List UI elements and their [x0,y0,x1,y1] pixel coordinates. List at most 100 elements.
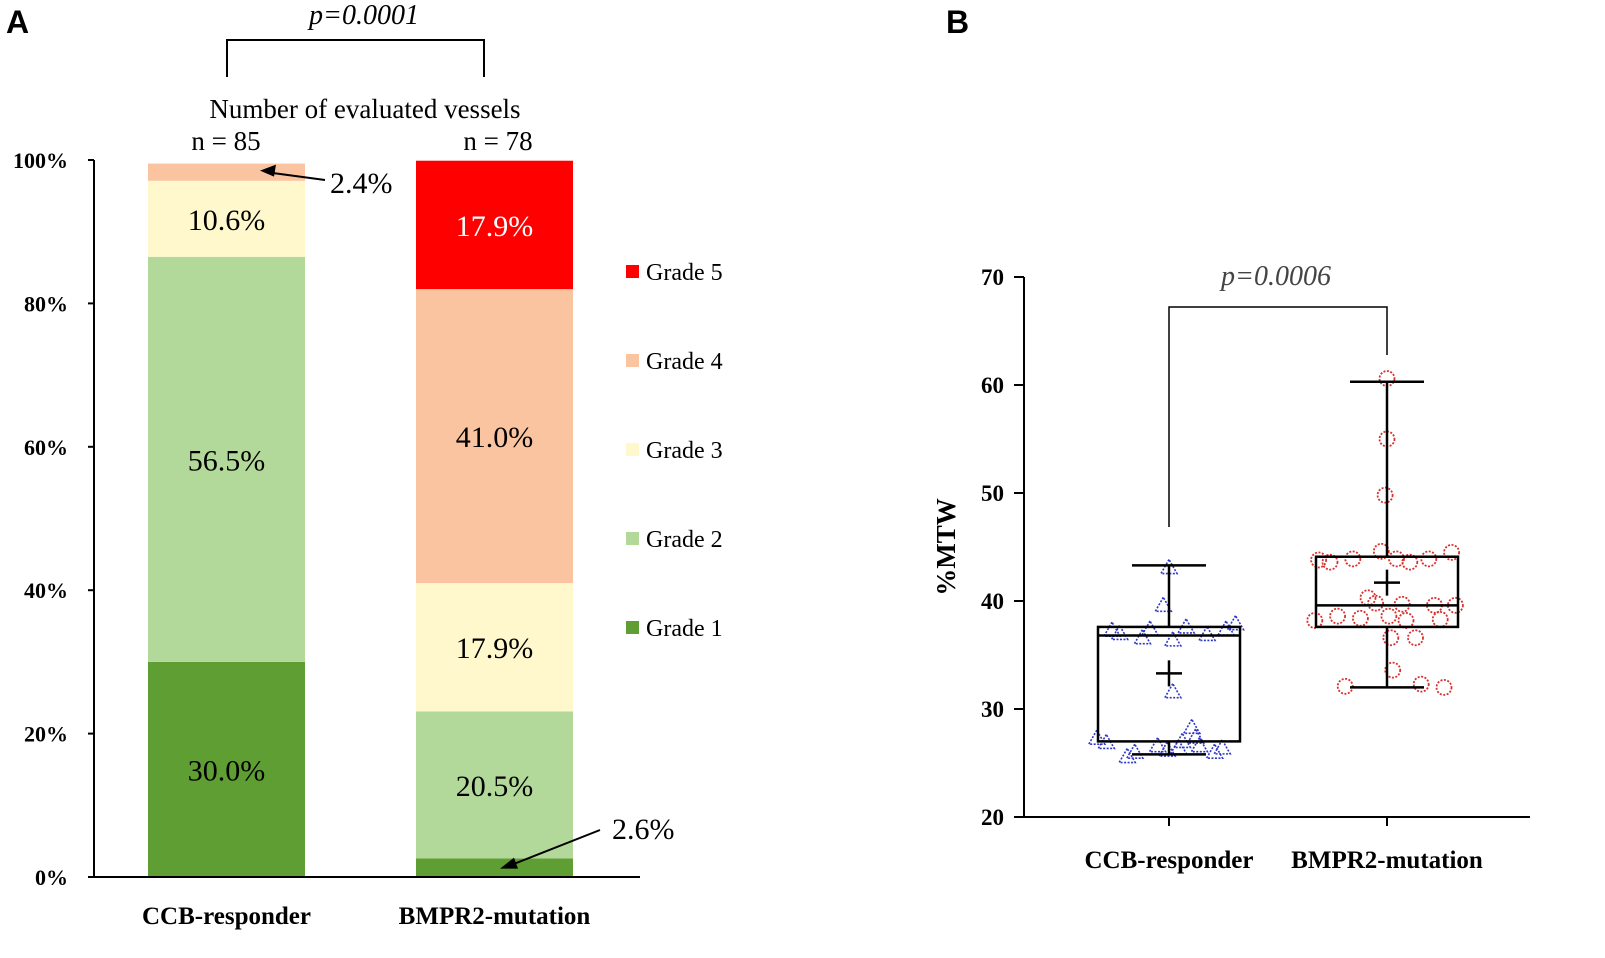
data-point-triangle [1153,595,1173,613]
data-point-circle [1321,553,1339,571]
box-iqr [1096,625,1242,743]
y-tick-label: 50 [981,481,1004,506]
y-tick-label: 60% [24,435,68,460]
bar-segment-bmpr2-grade-2 [416,711,573,859]
bar-segment-bmpr2-grade-3 [416,583,573,712]
legend-swatch-grade-5 [626,265,639,278]
legend-label: Grade 2 [646,527,723,553]
box-plot-chart: 20 30 40 50 60 70 CCB-responder BMPR2-mutation%… [931,261,1530,874]
bar-segment-bmpr2-grade-1 [416,858,573,877]
bar-segment-ccb-grade-2 [148,256,305,662]
data-point-circle [1367,594,1384,612]
y-tick-label: 0% [35,865,68,890]
legend-label: Grade 1 [646,616,723,642]
legend-swatch-grade-2 [626,532,639,545]
y-tick-label: 20 [981,805,1004,830]
data-point-circle [1431,610,1449,628]
significance-label: p=0.0001 [307,0,419,31]
significance-label: p=0.0006 [1219,261,1331,292]
legend-label: Grade 5 [646,260,723,286]
callout-line [269,171,326,181]
legend-swatch-grade-4 [626,354,639,367]
callout-line [511,829,601,866]
data-point-circle [1388,550,1405,568]
callout-value-label: 2.6% [612,813,675,846]
segment-value-label: 56.5% [188,444,266,477]
segment-value-label: 10.6% [188,204,266,237]
bar-segment-bmpr2-grade-5 [416,160,573,290]
data-point-circle [1435,679,1453,696]
y-tick-label: 80% [24,291,68,316]
y-tick-label: 70 [981,265,1004,290]
callout-value-label: 2.4% [330,167,393,200]
y-tick-label: 60 [981,373,1004,398]
data-point-triangle [1110,623,1129,641]
segment-value-label: 20.5% [456,770,534,803]
data-point-triangle [1197,624,1217,642]
legend-swatch-grade-1 [626,621,639,634]
data-point-circle [1384,661,1402,679]
y-tick-label: 20% [24,722,68,747]
data-point-circle [1344,550,1362,568]
data-point-circle [1407,629,1424,647]
data-point-triangle [1102,620,1122,637]
data-point-triangle [1163,682,1183,699]
y-tick-label: 30 [981,697,1004,722]
x-category-label: BMPR2-mutation [1291,847,1483,874]
data-point-circle [1420,550,1438,568]
panel-b-label: B [946,4,969,40]
data-point-circle [1372,542,1390,560]
significance-bracket [1168,306,1388,527]
box-iqr [1314,555,1460,629]
segment-value-label: 17.9% [456,210,534,243]
data-point-triangle [1157,740,1177,757]
data-point-circle [1376,486,1394,504]
legend-swatch-grade-3 [626,443,639,456]
y-tick-label: 40 [981,589,1004,614]
bar-segment-ccb-grade-4 [148,163,305,181]
data-point-triangle [1148,736,1167,753]
bar-segment-ccb-grade-1 [148,661,305,877]
significance-bracket [226,39,485,77]
data-point-triangle [1205,742,1224,759]
x-category-label: BMPR2-mutation [399,903,591,930]
callout-arrowhead [260,164,276,177]
callout-arrowhead [500,857,518,869]
data-point-circle [1443,544,1460,561]
x-category-label: CCB-responder [1085,847,1254,874]
data-point-circle [1401,553,1419,571]
data-point-triangle [1212,738,1232,755]
data-point-triangle [1226,614,1245,631]
data-point-triangle [1182,717,1202,735]
legend-label: Grade 4 [646,349,723,375]
y-axis-label: %MTW [931,498,961,596]
data-point-circle [1359,589,1377,607]
bar-segment-bmpr2-grade-4 [416,289,573,584]
x-category-label: CCB-responder [142,903,311,930]
segment-value-label: 30.0% [188,754,266,787]
data-point-circle [1447,596,1464,614]
legend-label: Grade 3 [646,438,723,464]
data-point-circle [1352,609,1369,627]
data-point-circle [1380,607,1398,625]
n-label-ccb: n = 85 [191,126,260,156]
stacked-bar-chart: 30.0% 56.5% 10.6% 20.5% 17.9% 41.0% 17.9% 0% 20%… [13,0,723,930]
segment-value-label: 41.0% [456,421,534,454]
y-tick-label: 100% [13,148,68,173]
bar-segment-ccb-grade-3 [148,180,305,257]
n-label-bmpr2: n = 78 [463,126,532,156]
y-tick-label: 40% [24,578,68,603]
segment-value-label: 17.9% [456,632,534,665]
panel-a-label: A [6,4,29,40]
data-point-circle [1412,675,1430,693]
data-point-triangle [1087,728,1107,745]
data-point-circle [1329,607,1346,625]
data-point-triangle [1186,727,1205,744]
data-point-triangle [1125,742,1145,759]
n-header: Number of evaluated vessels [209,94,520,124]
data-point-circle [1310,551,1327,569]
data-point-triangle [1190,736,1209,753]
data-point-circle [1382,629,1400,647]
data-point-triangle [1117,746,1137,764]
